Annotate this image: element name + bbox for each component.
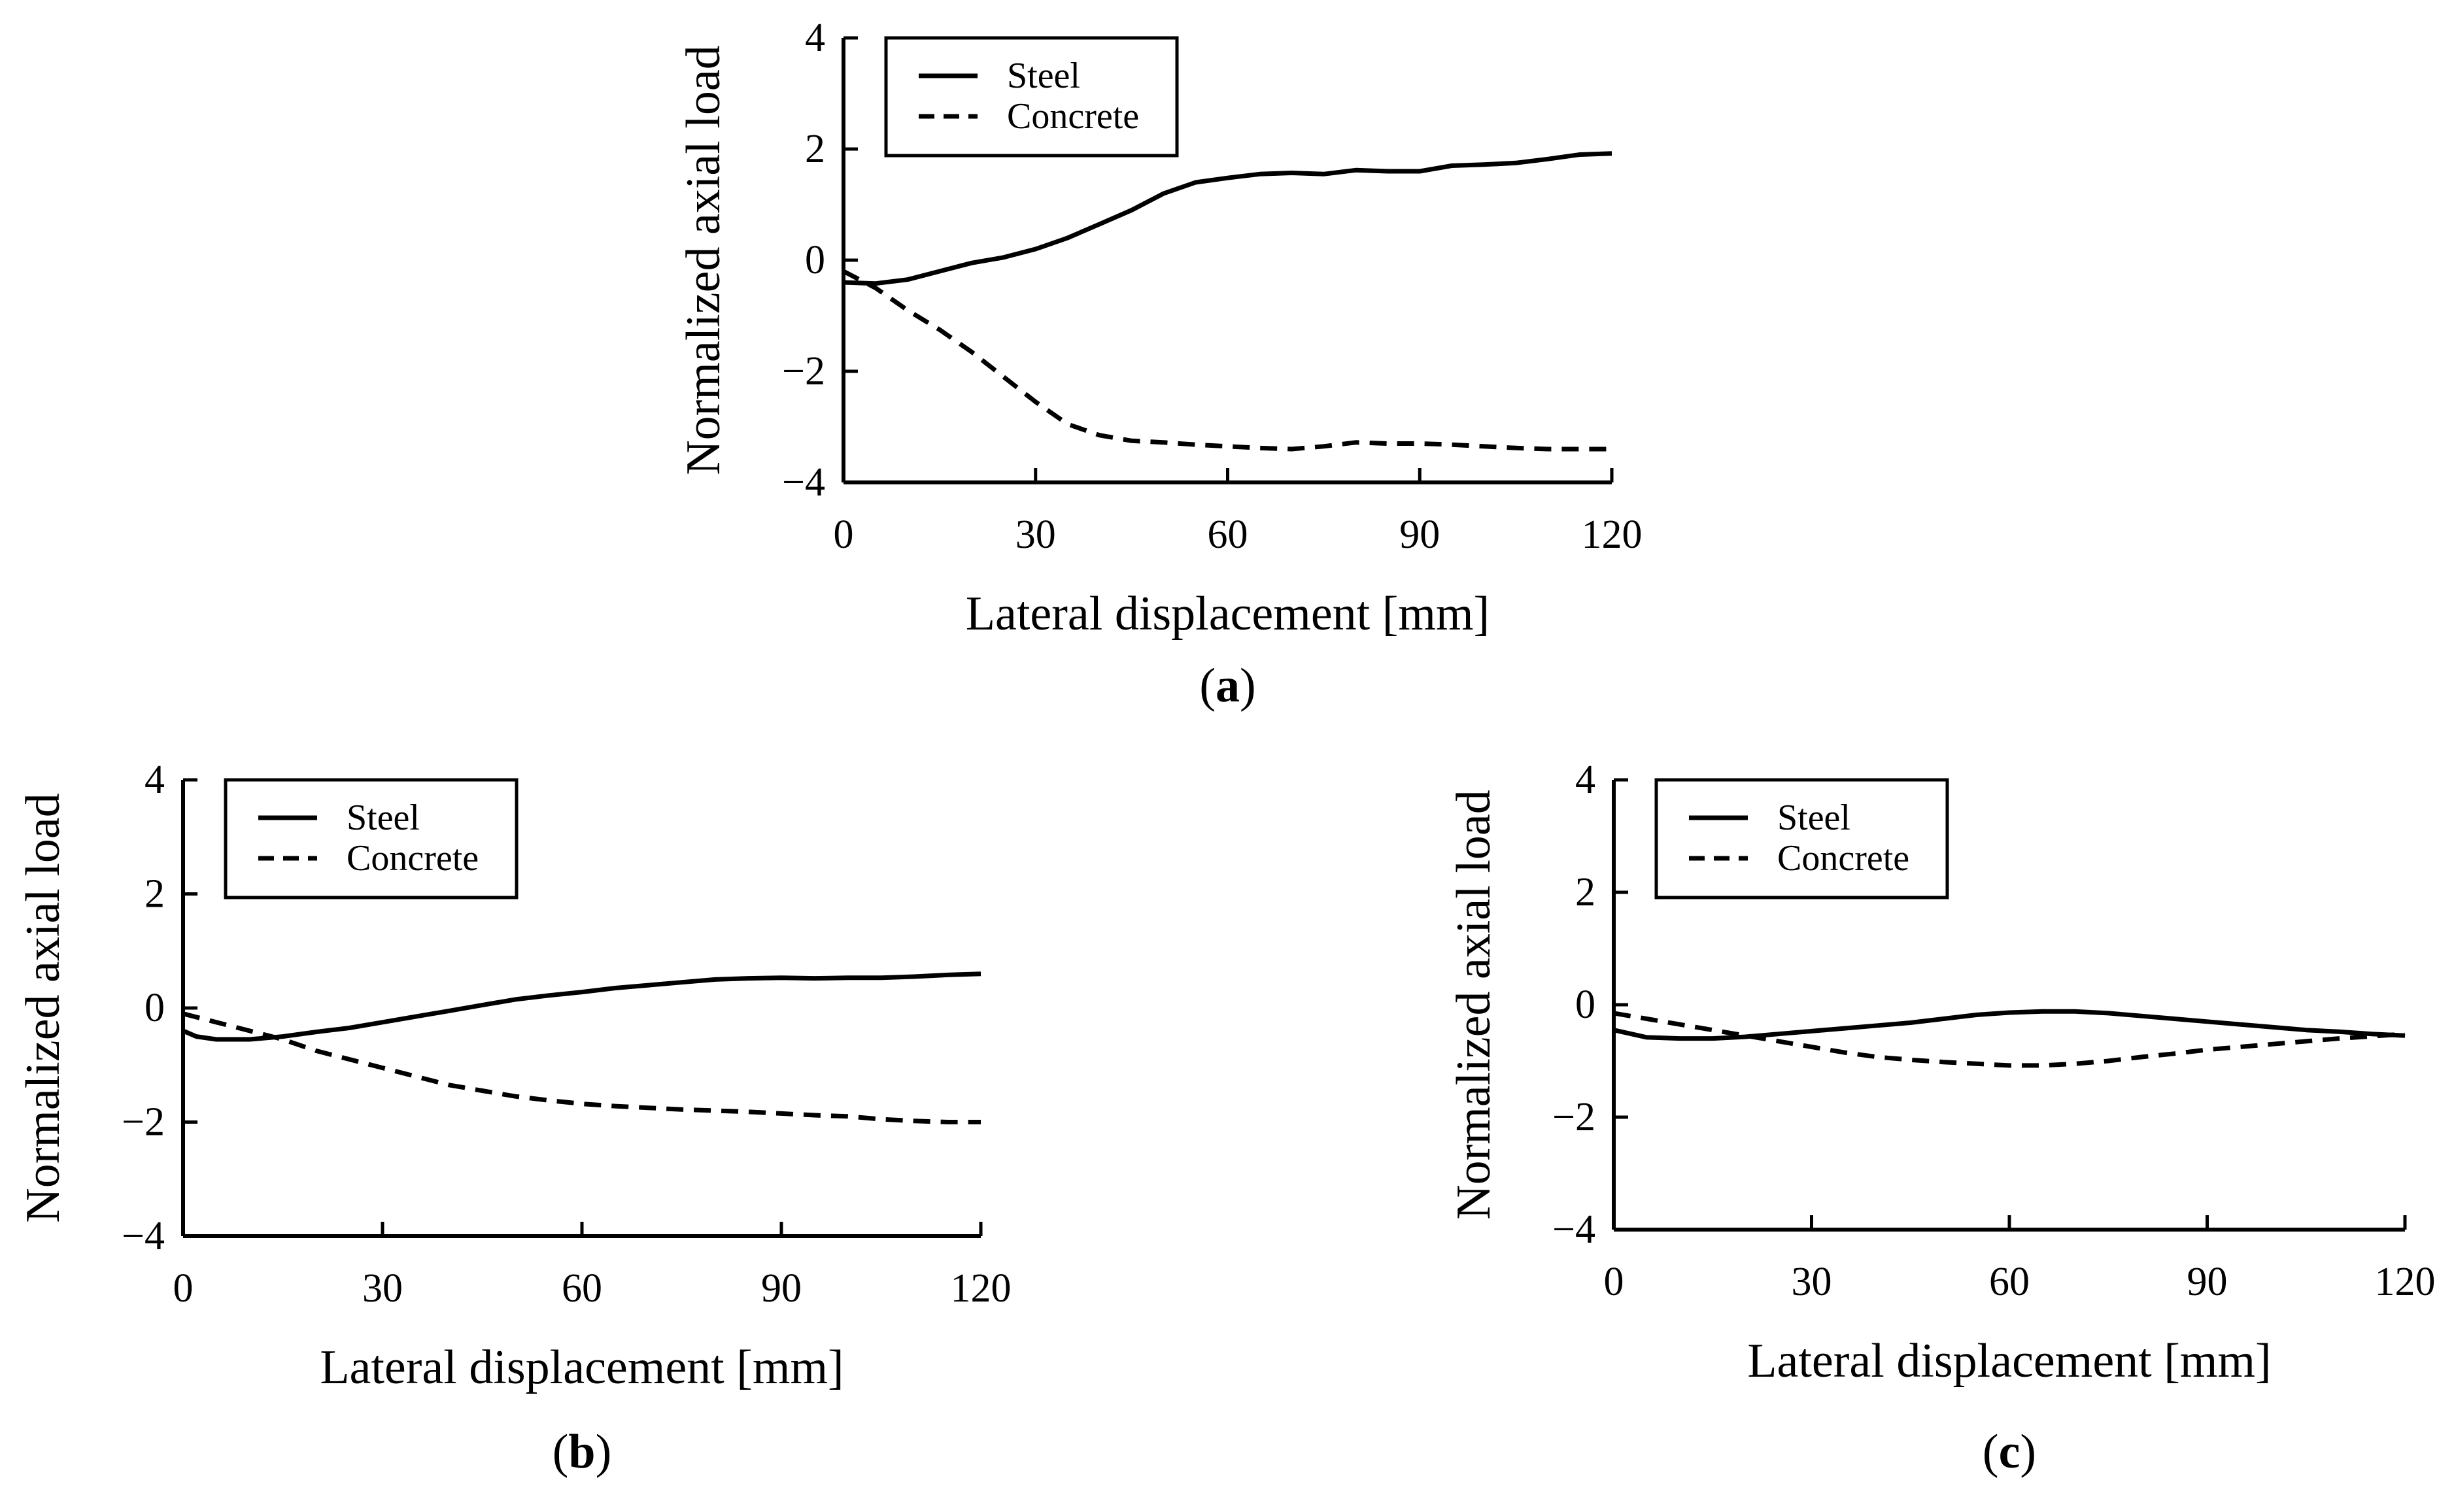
x-axis-label: Lateral displacement [mm]: [320, 1341, 844, 1394]
x-tick-label: 120: [1582, 512, 1643, 557]
panel-label: (b): [553, 1425, 611, 1479]
legend-label-concrete: Concrete: [1007, 96, 1139, 137]
x-tick-label: 60: [562, 1266, 602, 1311]
y-tick-label: 2: [1575, 870, 1595, 915]
x-tick-label: 30: [1792, 1260, 1832, 1304]
legend-box: [1654, 778, 1949, 899]
x-tick-label: 30: [362, 1266, 403, 1311]
series-line-steel: [1613, 1009, 2406, 1041]
x-tick-label: 0: [173, 1266, 194, 1311]
legend-label-concrete: Concrete: [1777, 838, 1909, 879]
series-line-concrete: [842, 269, 1612, 452]
y-tick-label: 2: [145, 872, 165, 916]
y-tick-label: 0: [1575, 983, 1595, 1027]
x-tick-label: 90: [1399, 512, 1440, 557]
y-tick-label: −2: [1552, 1095, 1595, 1139]
x-tick-label: 30: [1015, 512, 1056, 557]
panel-label: (c): [1983, 1425, 2036, 1479]
x-tick-label: 60: [1208, 512, 1248, 557]
x-tick-label: 90: [761, 1266, 802, 1311]
legend-box: [884, 36, 1179, 158]
legend-label-steel: Steel: [347, 798, 420, 838]
legend-box: [224, 778, 519, 899]
panel-label: (a): [1199, 659, 1255, 713]
x-tick-label: 120: [951, 1266, 1012, 1311]
y-tick-label: −4: [782, 460, 825, 505]
y-tick-label: −2: [782, 349, 825, 394]
y-tick-label: 4: [145, 758, 165, 802]
y-tick-label: −4: [1552, 1207, 1595, 1252]
series-line-concrete: [1613, 1011, 2406, 1068]
y-tick-label: 2: [805, 127, 825, 171]
x-tick-label: 90: [2187, 1260, 2228, 1304]
x-tick-label: 120: [2375, 1260, 2436, 1304]
y-axis-label: Normalized axial load: [16, 793, 70, 1223]
x-tick-label: 0: [1604, 1260, 1624, 1304]
x-tick-label: 0: [834, 512, 854, 557]
y-tick-label: 0: [145, 986, 165, 1030]
legend-label-concrete: Concrete: [347, 838, 479, 879]
y-axis-label: Normalized axial load: [677, 45, 730, 475]
y-axis-label: Normalized axial load: [1447, 790, 1501, 1220]
series-line-steel: [843, 151, 1612, 286]
x-tick-label: 60: [1989, 1260, 2030, 1304]
legend-label-steel: Steel: [1777, 798, 1850, 838]
series-line-concrete: [182, 1011, 981, 1124]
y-tick-label: −2: [122, 1100, 165, 1145]
y-tick-label: 4: [805, 16, 825, 60]
y-tick-label: 0: [805, 238, 825, 282]
legend-label-steel: Steel: [1007, 56, 1080, 96]
x-axis-label: Lateral displacement [mm]: [966, 587, 1490, 641]
x-axis-label: Lateral displacement [mm]: [1747, 1334, 2271, 1388]
y-tick-label: −4: [122, 1214, 165, 1258]
y-tick-label: 4: [1575, 758, 1595, 802]
series-line-steel: [182, 971, 981, 1042]
